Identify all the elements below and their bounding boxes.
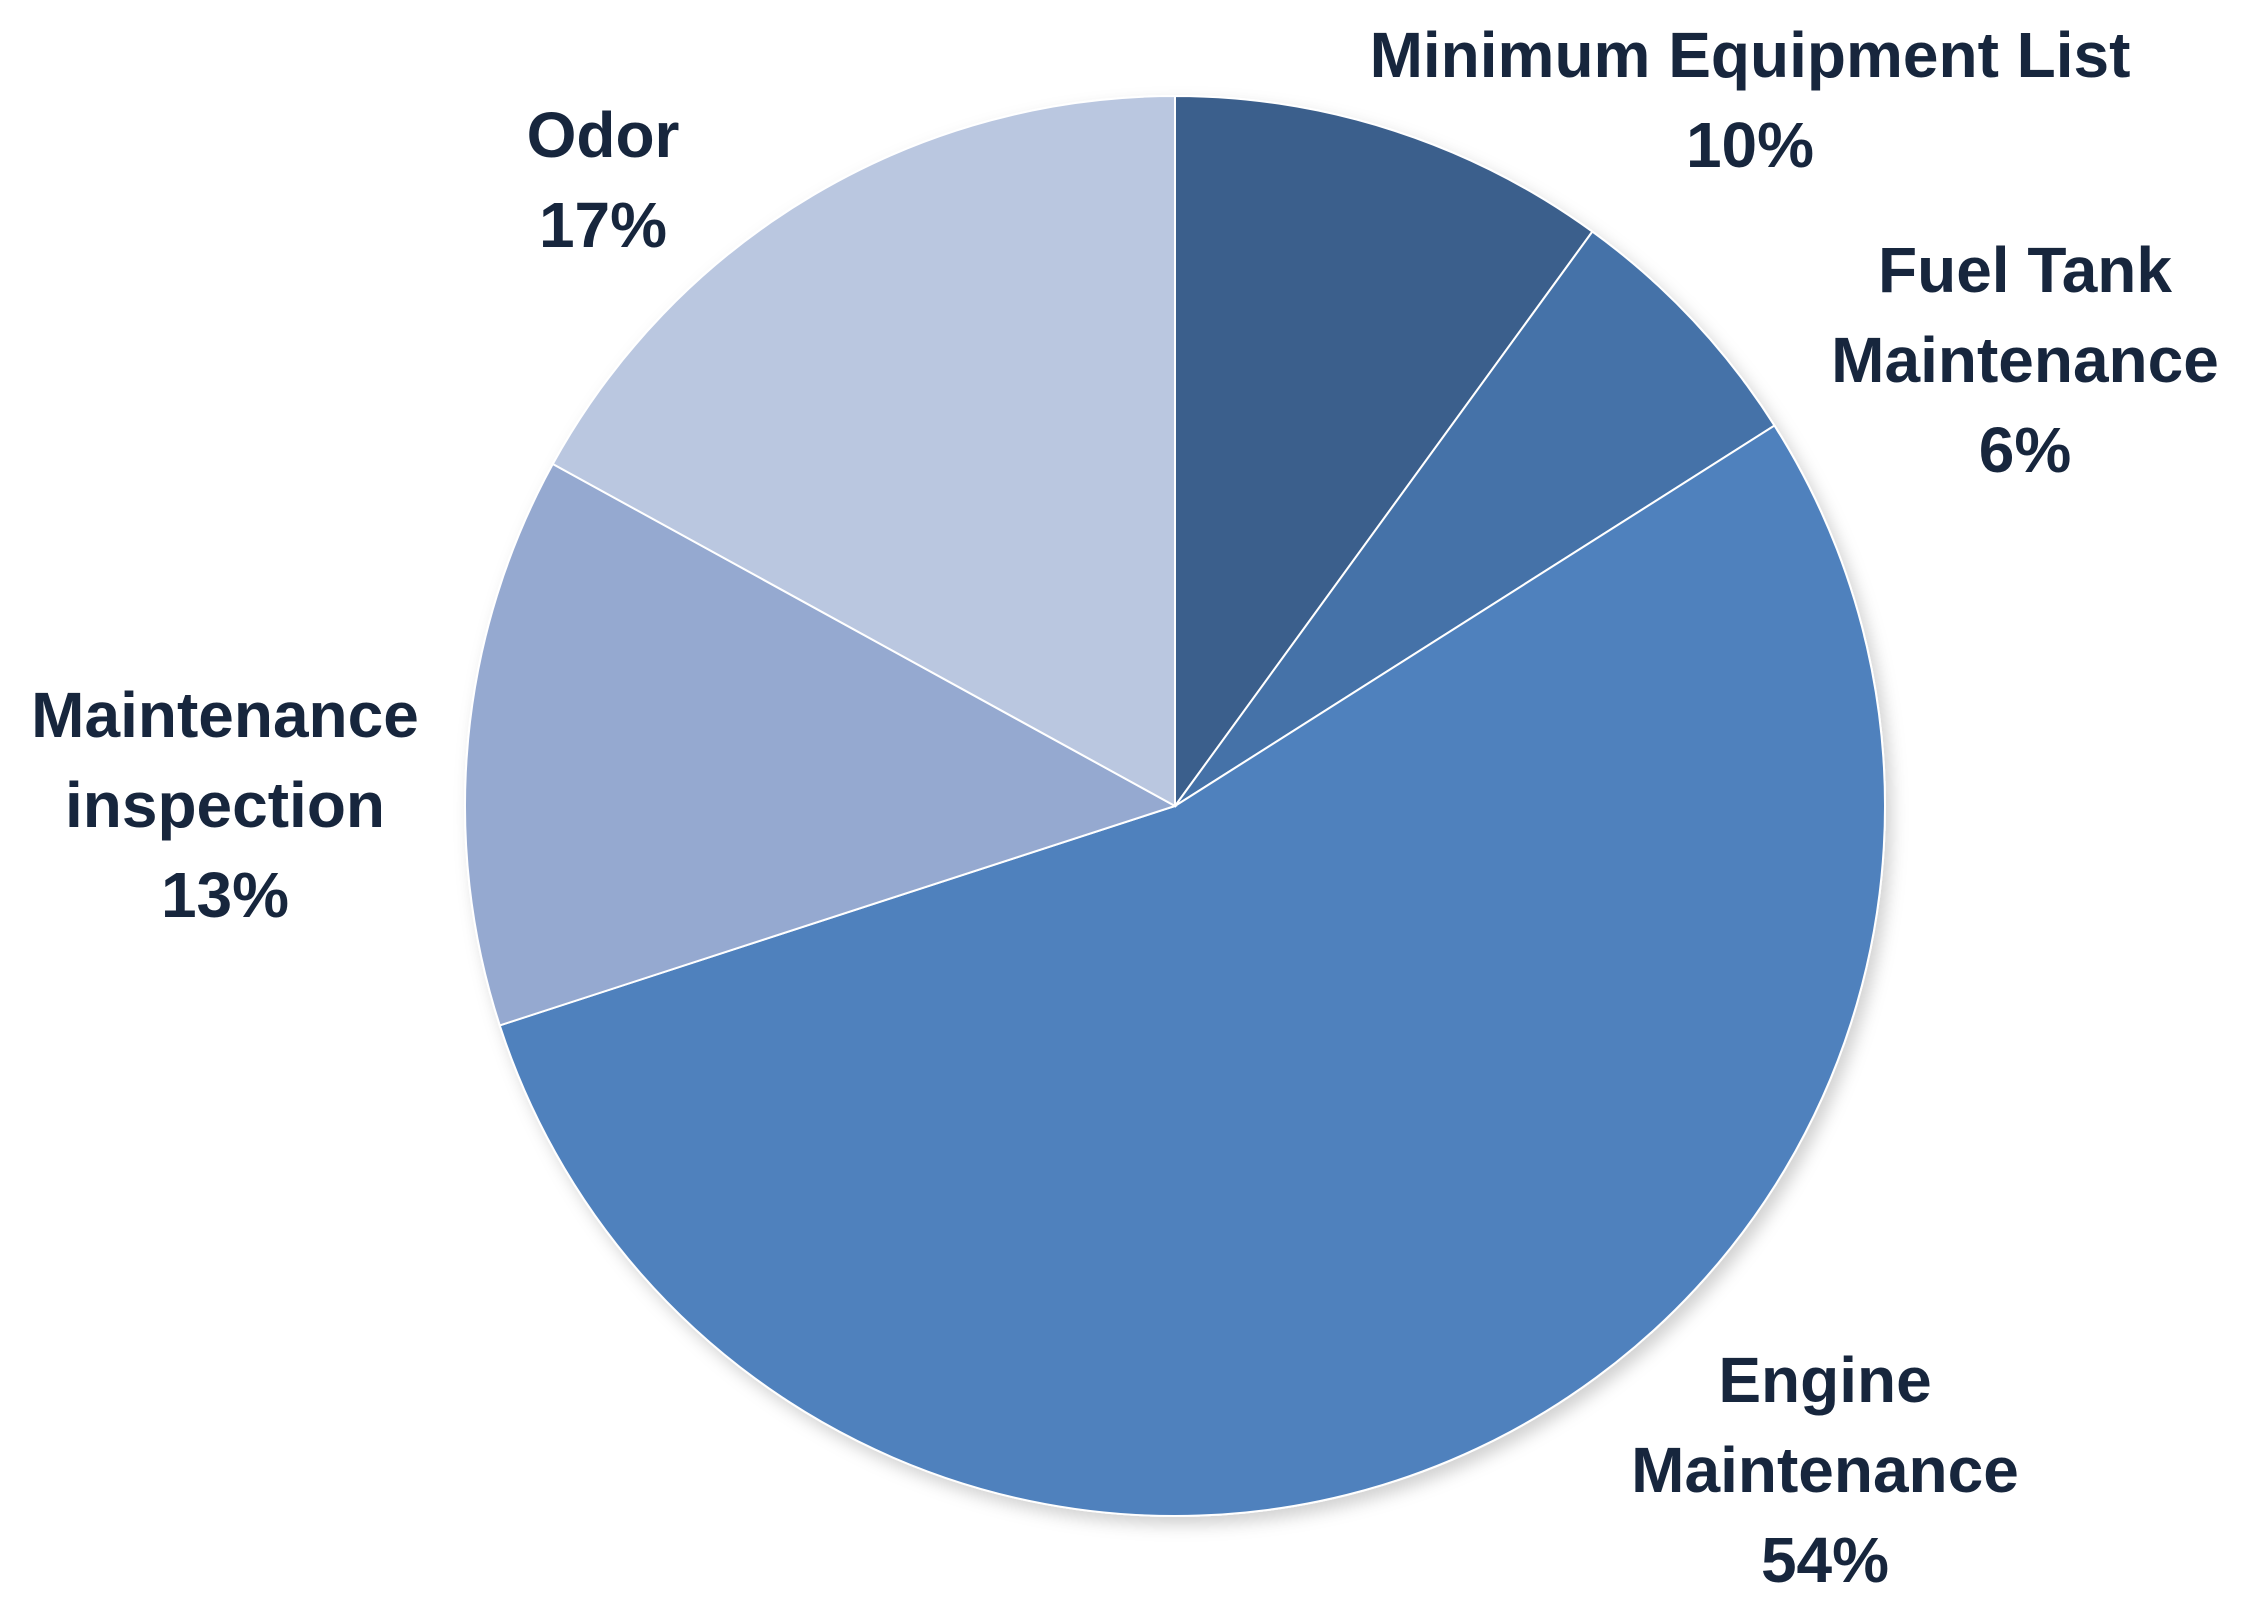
slice-percent-label: 17% [539, 189, 667, 261]
slice-category-label: inspection [65, 769, 385, 841]
pie-slices [464, 94, 1886, 1517]
slice-label-minimum-equipment-list: Minimum Equipment List 10% [1370, 19, 2131, 181]
slice-label-fuel-tank-maintenance: Fuel Tank Maintenance 6% [1831, 234, 2219, 486]
slice-percent-label: 13% [161, 859, 289, 931]
slice-label-engine-maintenance: Engine Maintenance 54% [1631, 1344, 2019, 1596]
pie-slice-maintenance-inspection [464, 462, 1178, 1027]
pie-slice-engine-maintenance [498, 424, 1886, 1517]
pie-slice-fuel-tank-maintenance [1174, 230, 1776, 807]
slice-category-label: Engine [1718, 1344, 1931, 1416]
slice-category-label: Maintenance [1831, 324, 2219, 396]
slice-category-label: Minimum Equipment List [1370, 19, 2131, 91]
slice-percent-label: 10% [1686, 109, 1814, 181]
slice-percent-label: 6% [1979, 414, 2072, 486]
slice-category-label: Odor [527, 99, 680, 171]
pie-labels: Minimum Equipment List 10% Fuel Tank Mainte… [31, 19, 2219, 1596]
slice-percent-label: 54% [1761, 1524, 1889, 1596]
pie-slice-odor [551, 94, 1176, 808]
slice-label-odor: Odor 17% [527, 99, 680, 261]
pie-slice-minimum-equipment-list [1174, 94, 1594, 810]
slice-label-maintenance-inspection: Maintenance inspection 13% [31, 679, 419, 931]
slice-category-label: Maintenance [31, 679, 419, 751]
slice-category-label: Fuel Tank [1878, 234, 2172, 306]
slice-category-label: Maintenance [1631, 1434, 2019, 1506]
